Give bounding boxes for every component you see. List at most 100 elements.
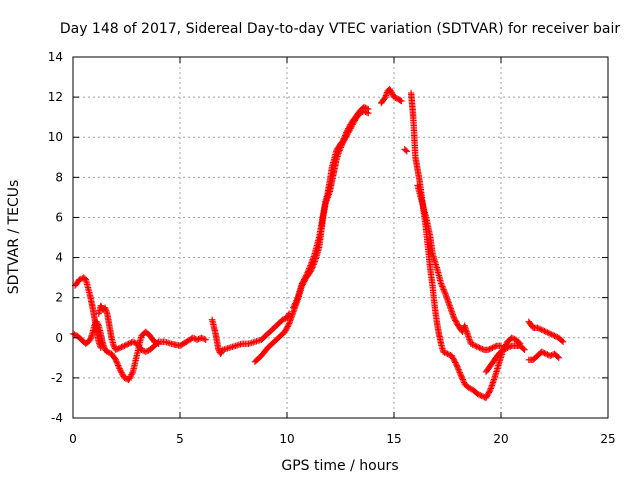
- data-point: [486, 345, 493, 353]
- data-point: [113, 359, 121, 366]
- data-point: [501, 345, 508, 353]
- data-point: [365, 105, 372, 113]
- data-point: [537, 325, 544, 333]
- data-point: [126, 339, 134, 347]
- data-point: [362, 104, 369, 111]
- data-point: [88, 332, 95, 339]
- data-point: [440, 286, 447, 293]
- data-point: [285, 321, 292, 329]
- data-point: [119, 370, 126, 378]
- data-point: [288, 313, 295, 320]
- data-point: [127, 372, 134, 380]
- y-tick-label: 6: [55, 210, 63, 224]
- data-point: [199, 335, 206, 342]
- data-point: [287, 316, 294, 323]
- data-point: [290, 303, 298, 310]
- data-point: [304, 269, 311, 276]
- x-tick-label: 5: [176, 432, 184, 446]
- data-point: [307, 262, 314, 269]
- data-point: [102, 306, 109, 313]
- data-point: [535, 325, 542, 332]
- data-point: [293, 295, 301, 303]
- data-point: [71, 331, 78, 338]
- data-point: [290, 304, 297, 311]
- y-tick-label: -2: [51, 371, 63, 385]
- data-point: [490, 343, 498, 351]
- data-point: [97, 302, 104, 309]
- data-point: [538, 348, 545, 355]
- data-point: [118, 343, 125, 351]
- data-point: [97, 344, 104, 351]
- data-point: [454, 364, 462, 372]
- y-tick-label: 4: [55, 251, 63, 265]
- data-point: [440, 287, 448, 294]
- data-point: [292, 300, 299, 307]
- y-tick-label: 10: [48, 130, 63, 144]
- data-point: [154, 339, 161, 346]
- data-point: [280, 315, 288, 323]
- data-point: [291, 301, 298, 308]
- data-point: [463, 327, 470, 334]
- data-point: [310, 254, 317, 262]
- data-point: [189, 334, 196, 341]
- data-point: [76, 276, 83, 283]
- data-point: [552, 333, 560, 340]
- data-point: [201, 335, 208, 343]
- data-point: [343, 128, 351, 135]
- data-point: [305, 266, 312, 274]
- data-point: [112, 356, 119, 363]
- data-point: [301, 275, 308, 282]
- data-point: [492, 343, 499, 350]
- data-point: [126, 374, 134, 381]
- data-point: [475, 391, 483, 398]
- data-point: [114, 345, 121, 353]
- data-point: [403, 148, 410, 155]
- data-point: [460, 377, 467, 385]
- data-point: [449, 310, 456, 317]
- data-point: [119, 372, 127, 379]
- data-point: [303, 271, 311, 278]
- data-point: [453, 362, 460, 369]
- data-point: [283, 324, 291, 331]
- data-point: [119, 343, 127, 350]
- data-point: [437, 280, 445, 287]
- data-point: [339, 138, 346, 145]
- data-point: [104, 348, 111, 355]
- data-point: [455, 367, 463, 375]
- data-point: [281, 328, 289, 335]
- data-point: [193, 336, 201, 343]
- data-point: [112, 346, 119, 353]
- data-point: [487, 345, 495, 352]
- data-point: [451, 358, 458, 365]
- data-point: [509, 335, 517, 342]
- data-point: [125, 376, 132, 384]
- data-point: [121, 374, 128, 382]
- data-point: [545, 329, 552, 337]
- data-point: [114, 360, 121, 368]
- data-point: [105, 349, 112, 356]
- data-point: [487, 385, 494, 392]
- data-point: [126, 375, 133, 382]
- data-point: [129, 370, 136, 377]
- data-point: [121, 342, 128, 349]
- data-point: [115, 362, 122, 369]
- data-point: [388, 89, 396, 97]
- data-point: [389, 91, 396, 98]
- data-point: [96, 340, 103, 347]
- y-axis-label: SDTVAR / TECUs: [6, 180, 22, 295]
- data-point: [340, 136, 347, 143]
- data-point: [392, 94, 399, 101]
- data-point: [113, 358, 120, 365]
- data-point: [346, 122, 353, 130]
- data-point: [467, 385, 474, 392]
- data-point: [402, 147, 409, 154]
- data-point: [446, 302, 453, 309]
- data-point: [304, 268, 312, 275]
- data-point: [477, 392, 484, 399]
- data-point: [115, 345, 122, 352]
- data-point: [138, 346, 145, 353]
- data-point: [111, 355, 119, 362]
- data-point: [292, 298, 300, 306]
- data-point: [457, 370, 464, 378]
